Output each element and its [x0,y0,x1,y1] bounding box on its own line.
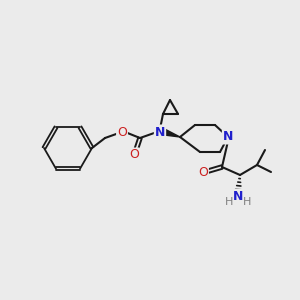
Text: H: H [225,197,233,207]
Text: O: O [198,166,208,178]
Polygon shape [163,129,180,137]
Text: O: O [129,148,139,161]
Text: H: H [243,197,251,207]
Text: N: N [223,130,233,143]
Text: N: N [155,125,165,139]
Text: N: N [233,190,243,202]
Text: O: O [117,125,127,139]
